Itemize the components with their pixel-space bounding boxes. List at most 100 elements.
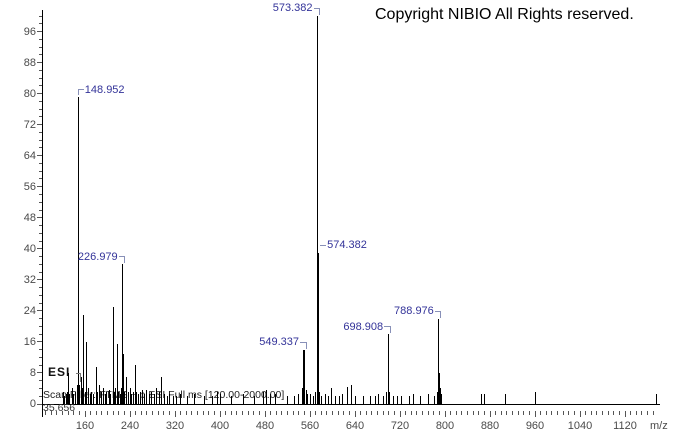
y-minor-tick [38,256,42,258]
y-minor-tick [38,380,42,382]
y-minor-tick [38,69,42,71]
peak [294,396,296,404]
peak [413,394,414,404]
peak-bracket-h [78,88,85,90]
peak [216,392,218,404]
y-major-tick [36,93,42,95]
peak [312,396,314,404]
peak [254,396,256,404]
y-minor-tick [38,263,42,265]
peak [115,388,117,404]
x-minor-tick [56,411,58,415]
x-minor-tick [242,411,243,415]
x-minor-tick [303,411,305,415]
peak-bracket-v [440,310,442,318]
peak [97,392,99,404]
x-minor-tick [377,411,378,415]
y-minor-tick [38,38,42,40]
peak [400,396,402,404]
peak [420,396,422,404]
peak [362,396,364,404]
x-minor-tick [140,411,142,415]
peak [148,394,150,404]
x-minor-tick [67,411,69,415]
peak [108,390,110,404]
x-minor-tick [152,411,153,415]
x-minor-tick [90,411,92,415]
peak [74,392,76,404]
x-tick-label: 560 [300,420,320,432]
peak [230,396,232,404]
y-major-tick [36,155,42,157]
peak [370,396,372,404]
y-minor-tick [38,100,42,102]
peak [67,372,69,404]
peak [99,384,101,404]
x-minor-tick [287,411,288,415]
x-tick-label: 400 [210,420,230,432]
x-axis-unit-label: m/z [650,420,668,432]
x-minor-tick [45,411,47,415]
y-minor-tick [38,54,42,56]
peak [144,394,146,404]
x-minor-tick [596,411,598,415]
x-minor-tick [500,411,502,415]
x-tick-label: 1040 [567,420,593,432]
peak [169,394,171,404]
x-minor-tick [208,411,210,415]
x-minor-tick [185,411,187,415]
peak [136,392,138,404]
peak [269,394,271,404]
copyright-text: Copyright NIBIO All Rights reserved. [375,6,634,23]
peak [505,394,507,404]
y-major-tick [36,217,42,219]
peak [388,380,390,404]
peak [211,396,213,404]
y-minor-tick [38,170,42,172]
x-major-tick [489,411,491,417]
x-minor-tick [410,411,412,415]
x-major-tick [444,411,446,417]
peak [73,394,75,404]
y-minor-tick [38,349,42,351]
peak [126,376,128,404]
x-minor-tick [343,411,345,415]
peak [305,390,307,404]
x-major-tick [624,411,626,417]
peak [427,394,429,404]
x-minor-tick [562,411,564,415]
peak [338,396,340,404]
peak-label: 574.382 [327,239,367,252]
x-minor-tick [472,411,474,415]
y-minor-tick [38,162,42,164]
peak [158,392,160,404]
x-minor-tick [236,411,238,415]
x-minor-tick [438,411,440,415]
peak [262,392,264,404]
peak-bracket-v [124,256,126,264]
peak-bracket-h [118,256,125,258]
x-minor-tick [568,411,570,415]
peak [392,396,394,404]
y-tick-label: 48 [23,211,36,224]
peak [437,392,439,404]
peak [396,396,398,404]
x-minor-tick [455,411,457,415]
y-tick-label: 8 [29,366,36,379]
y-minor-tick [38,302,42,304]
x-minor-tick [517,411,519,415]
peak [287,396,288,404]
x-minor-tick [95,411,97,415]
peak [433,396,435,404]
peak [187,396,189,404]
peak [324,394,326,404]
peak-labeled [303,349,305,404]
x-minor-tick [528,411,530,415]
x-minor-tick [371,411,373,415]
peak [68,392,70,404]
peak [91,392,93,404]
peak [127,392,129,404]
peak [95,367,97,404]
y-minor-tick [38,364,42,366]
x-minor-tick [73,411,75,415]
